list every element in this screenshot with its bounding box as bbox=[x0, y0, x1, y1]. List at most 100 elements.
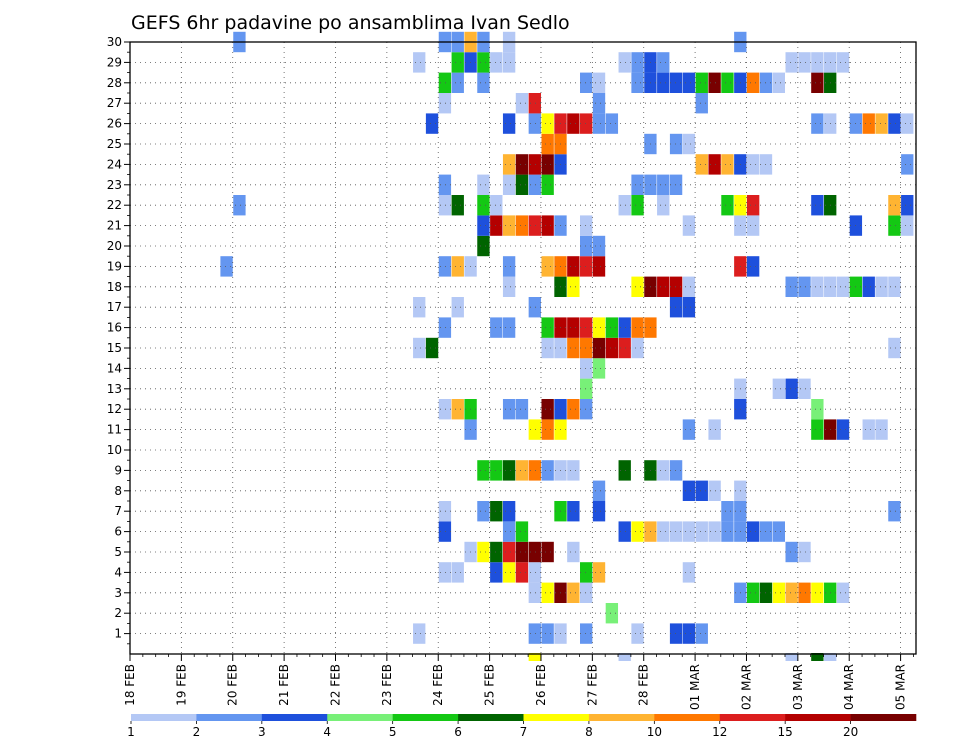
heatmap-cell bbox=[746, 582, 760, 603]
y-tick-label: 3 bbox=[114, 586, 122, 600]
heatmap-cell bbox=[528, 93, 541, 114]
heatmap-cell bbox=[798, 541, 811, 563]
y-tick-label: 27 bbox=[107, 96, 122, 110]
heatmap-cell bbox=[490, 317, 503, 338]
heatmap-cell bbox=[592, 562, 606, 583]
y-tick-label: 8 bbox=[114, 484, 122, 498]
heatmap-cell bbox=[746, 154, 760, 175]
x-tick-label: 19 FEB bbox=[174, 664, 188, 706]
heatmap-cell bbox=[438, 501, 452, 522]
y-tick-label: 12 bbox=[107, 402, 122, 416]
heatmap-cell bbox=[798, 582, 811, 603]
heatmap-cell bbox=[580, 317, 593, 338]
heatmap-cell bbox=[541, 419, 554, 440]
heatmap-cell bbox=[772, 72, 785, 93]
heatmap-cell bbox=[541, 399, 554, 420]
heatmap-cell bbox=[490, 460, 503, 481]
heatmap-cell bbox=[451, 195, 464, 216]
heatmap-cell bbox=[233, 195, 246, 216]
heatmap-cell bbox=[862, 276, 875, 297]
heatmap-cell bbox=[541, 113, 554, 134]
heatmap-cell bbox=[798, 52, 811, 73]
heatmap-cell bbox=[580, 235, 593, 257]
heatmap-cell bbox=[901, 154, 914, 175]
heatmap-cell bbox=[605, 337, 619, 359]
heatmap-cell bbox=[541, 174, 554, 195]
y-tick-label: 11 bbox=[107, 423, 122, 437]
colorbar-label: 3 bbox=[258, 725, 266, 739]
heatmap-cell bbox=[708, 419, 721, 440]
heatmap-cell bbox=[669, 460, 683, 481]
x-tick-label: 05 MAR bbox=[894, 664, 908, 710]
heatmap-cell bbox=[220, 256, 233, 277]
heatmap-cell bbox=[721, 72, 734, 93]
colorbar-label: 12 bbox=[712, 725, 727, 739]
heatmap-cell bbox=[901, 113, 914, 134]
heatmap-cell bbox=[708, 521, 721, 542]
heatmap-cell bbox=[772, 378, 785, 399]
heatmap-cell bbox=[695, 154, 708, 175]
heatmap-cell bbox=[502, 399, 516, 420]
x-tick-label: 27 FEB bbox=[585, 664, 599, 706]
heatmap-cell bbox=[528, 582, 541, 603]
heatmap-cell bbox=[528, 154, 541, 175]
heatmap-cell bbox=[528, 419, 541, 440]
heatmap-cell bbox=[477, 72, 490, 93]
heatmap-cell bbox=[836, 419, 850, 440]
heatmap-cell bbox=[528, 174, 541, 195]
y-tick-label: 21 bbox=[107, 219, 122, 233]
chart-title: GEFS 6hr padavine po ansamblima Ivan Sed… bbox=[131, 12, 570, 34]
heatmap-cell bbox=[682, 521, 696, 542]
colorbar-label: 20 bbox=[843, 725, 858, 739]
heatmap-cell bbox=[592, 317, 606, 338]
heatmap-cells bbox=[220, 31, 914, 661]
heatmap-cell bbox=[657, 174, 670, 195]
heatmap-cell bbox=[567, 501, 580, 522]
x-tick-label: 22 FEB bbox=[329, 664, 343, 706]
colorbar-label: 2 bbox=[193, 725, 201, 739]
heatmap-cell bbox=[708, 72, 721, 93]
heatmap-cell bbox=[836, 52, 850, 73]
heatmap-cell bbox=[811, 113, 824, 134]
heatmap-cell bbox=[502, 154, 516, 175]
grid-lines bbox=[130, 41, 916, 654]
y-tick-label: 6 bbox=[114, 525, 122, 539]
colorbar-segment bbox=[588, 714, 655, 721]
heatmap-cell bbox=[631, 521, 644, 542]
heatmap-cell bbox=[580, 582, 593, 603]
y-tick-label: 26 bbox=[107, 117, 122, 131]
heatmap-cell bbox=[502, 113, 516, 134]
heatmap-cell bbox=[657, 195, 670, 216]
heatmap-cell bbox=[451, 52, 464, 73]
heatmap-cell bbox=[567, 399, 580, 420]
heatmap-cell bbox=[567, 317, 580, 338]
heatmap-cell bbox=[618, 460, 631, 481]
heatmap-cell bbox=[515, 460, 529, 481]
heatmap-cell bbox=[541, 623, 554, 644]
heatmap-cell bbox=[631, 72, 644, 93]
heatmap-cell bbox=[772, 582, 785, 603]
heatmap-cell bbox=[798, 378, 811, 399]
heatmap-cell bbox=[657, 460, 670, 481]
heatmap-cell bbox=[618, 521, 631, 542]
colorbar-segment bbox=[785, 714, 851, 721]
colorbar-label: 10 bbox=[647, 725, 662, 739]
heatmap-cell bbox=[657, 521, 670, 542]
heatmap-cell bbox=[438, 317, 452, 338]
heatmap-cell bbox=[515, 154, 529, 175]
heatmap-cell bbox=[888, 215, 901, 236]
heatmap-cell bbox=[502, 276, 516, 297]
heatmap-cell bbox=[618, 317, 631, 338]
heatmap-cell bbox=[541, 317, 554, 338]
heatmap-cell bbox=[502, 52, 516, 73]
heatmap-cell bbox=[631, 317, 644, 338]
heatmap-cell bbox=[695, 93, 708, 114]
heatmap-cell bbox=[746, 521, 760, 542]
heatmap-cell bbox=[708, 154, 721, 175]
heatmap-cell bbox=[798, 276, 811, 297]
heatmap-cell bbox=[567, 256, 580, 277]
heatmap-cell bbox=[502, 521, 516, 542]
heatmap-cell bbox=[862, 113, 875, 134]
heatmap-cell bbox=[592, 358, 606, 379]
